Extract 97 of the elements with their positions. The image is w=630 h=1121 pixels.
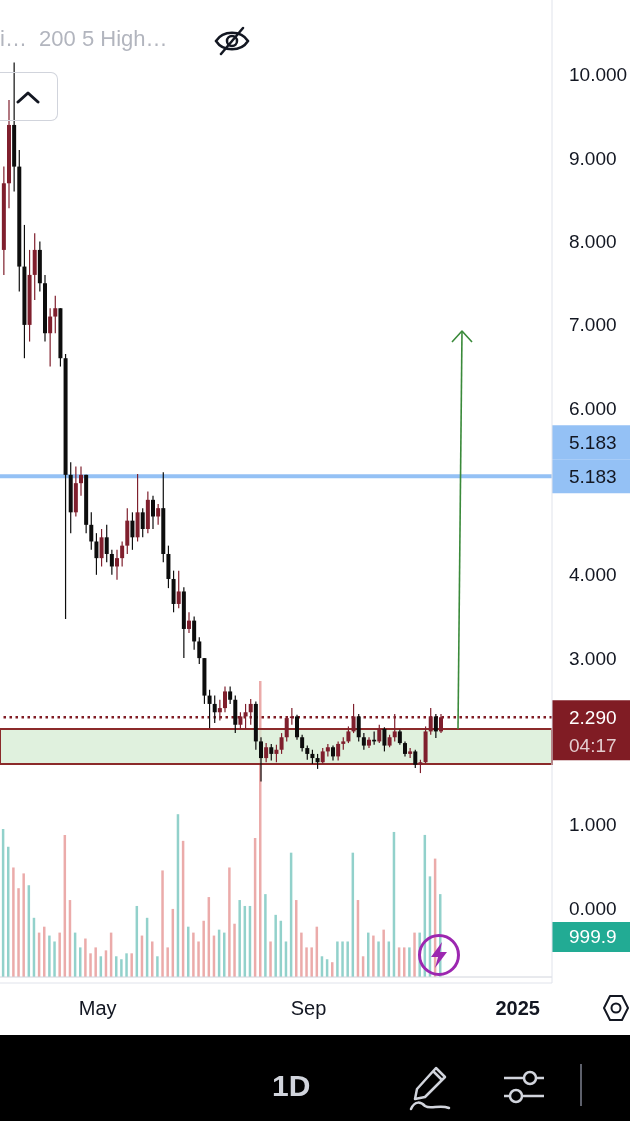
bar (382, 929, 385, 977)
candlestick (48, 307, 53, 368)
candlestick (212, 695, 217, 724)
candlestick (382, 726, 387, 753)
y-tick-label: 3.000 (569, 647, 617, 669)
bar (238, 900, 241, 977)
bar (408, 947, 411, 977)
bar (89, 953, 92, 977)
candlestick (99, 528, 104, 568)
bar (94, 947, 97, 977)
bar (372, 935, 375, 977)
ref-line-label: 2.290 (569, 706, 617, 728)
candlestick (115, 549, 119, 581)
bar (413, 932, 416, 977)
bar (223, 932, 226, 977)
candlestick (433, 713, 438, 739)
bar (295, 900, 298, 977)
bar (269, 941, 272, 977)
candlestick (140, 507, 145, 538)
bar (125, 953, 128, 977)
bar (156, 956, 159, 977)
candlestick (295, 714, 299, 741)
x-tick-label: 2025 (495, 997, 540, 1019)
y-tick-label: 0.000 (569, 897, 617, 919)
x-tick-label: May (78, 997, 117, 1019)
candlestick (94, 532, 99, 576)
bar (341, 941, 344, 977)
bar (151, 941, 154, 977)
bar (192, 932, 195, 977)
candlestick (223, 685, 227, 713)
candlestick (130, 511, 135, 551)
bar (120, 959, 123, 977)
y-tick-label: 8.000 (569, 231, 617, 253)
bar (79, 947, 82, 977)
annotation: i… 200 5 High… (0, 25, 168, 53)
bar (17, 888, 20, 977)
text: 04:17 (569, 734, 617, 756)
bar (197, 941, 200, 977)
candlestick (336, 740, 341, 762)
candlestick (408, 747, 413, 759)
y-tick-label: 4.000 (569, 564, 617, 586)
bar (264, 894, 267, 977)
x-tick-label: Sep (290, 997, 327, 1019)
bar (228, 867, 231, 977)
text: 999.9 (552, 922, 630, 952)
bar (187, 926, 190, 977)
bar (336, 941, 339, 977)
bar (274, 914, 277, 977)
candlestick (89, 511, 94, 551)
y-tick-label: 6.000 (569, 397, 617, 419)
candlestick (279, 732, 284, 755)
bar (115, 956, 118, 977)
bar (331, 962, 334, 977)
bar (48, 935, 51, 977)
bar (43, 926, 46, 977)
candlestick (187, 611, 191, 634)
bar (233, 923, 236, 977)
text: 5.183 (569, 431, 617, 453)
candlestick (151, 495, 155, 530)
candlestick (53, 295, 58, 334)
bar (53, 941, 56, 977)
y-tick-label: 7.000 (569, 314, 617, 336)
y-tick-label: 1.000 (569, 814, 617, 836)
bar (259, 681, 262, 977)
candlestick (325, 743, 330, 758)
bar (130, 953, 133, 977)
candlestick (176, 570, 181, 609)
bar (22, 873, 25, 977)
candlestick (156, 503, 161, 526)
candlestick (197, 636, 202, 665)
candlestick (192, 615, 197, 651)
bar (161, 870, 164, 977)
bar (12, 867, 15, 977)
bar (305, 947, 308, 977)
bar (403, 947, 406, 977)
ref-line-label: 5.183 (569, 465, 617, 487)
text: 1D (272, 1068, 311, 1104)
candlestick (120, 540, 125, 568)
bar (166, 947, 169, 977)
candlestick (109, 549, 114, 576)
bar (346, 941, 349, 977)
bar (84, 938, 87, 977)
y-tick-label: 10.000 (569, 64, 628, 86)
candlestick (413, 749, 418, 769)
bar (7, 846, 10, 977)
candlestick (207, 689, 212, 729)
candlestick (356, 713, 361, 743)
bar (377, 941, 380, 977)
candlestick (79, 465, 83, 497)
y-tick-label: 9.000 (569, 147, 617, 169)
bar (58, 932, 61, 977)
bar (310, 947, 313, 977)
bar (300, 932, 303, 977)
candlestick (104, 524, 109, 563)
candlestick (259, 736, 263, 782)
bar (202, 920, 205, 977)
bar (367, 932, 370, 977)
